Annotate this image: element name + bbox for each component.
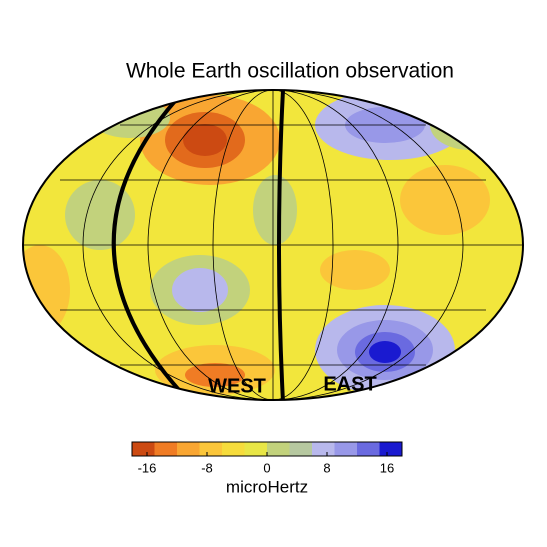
map xyxy=(23,90,523,400)
colorbar-swatch xyxy=(244,442,268,456)
colorbar-swatch xyxy=(132,442,155,456)
colorbar-swatch xyxy=(177,442,200,456)
colorbar-tick-label: 0 xyxy=(263,460,270,475)
colorbar-swatch xyxy=(222,442,245,456)
map-label: WEST xyxy=(208,375,266,397)
colorbar-tick-label: 8 xyxy=(323,460,330,475)
map-outline xyxy=(22,89,524,401)
colorbar-swatch xyxy=(154,442,178,456)
colorbar-tick-label: 16 xyxy=(380,460,394,475)
colorbar-tick-label: -8 xyxy=(201,460,213,475)
colorbar-swatch xyxy=(357,442,380,456)
colorbar-swatch xyxy=(267,442,290,456)
title: Whole Earth oscillation observation xyxy=(126,60,454,83)
colorbar-swatch xyxy=(289,442,313,456)
colorbar-swatch xyxy=(379,442,403,456)
colorbar-tick-label: -16 xyxy=(138,460,157,475)
colorbar-swatch xyxy=(199,442,223,456)
map-label: EAST xyxy=(323,373,376,395)
colorbar: -16 -8 0 8 16 xyxy=(131,441,403,475)
colorbar-swatch xyxy=(312,442,335,456)
colorbar-swatch xyxy=(334,442,358,456)
colorbar-label: microHertz xyxy=(226,477,308,496)
